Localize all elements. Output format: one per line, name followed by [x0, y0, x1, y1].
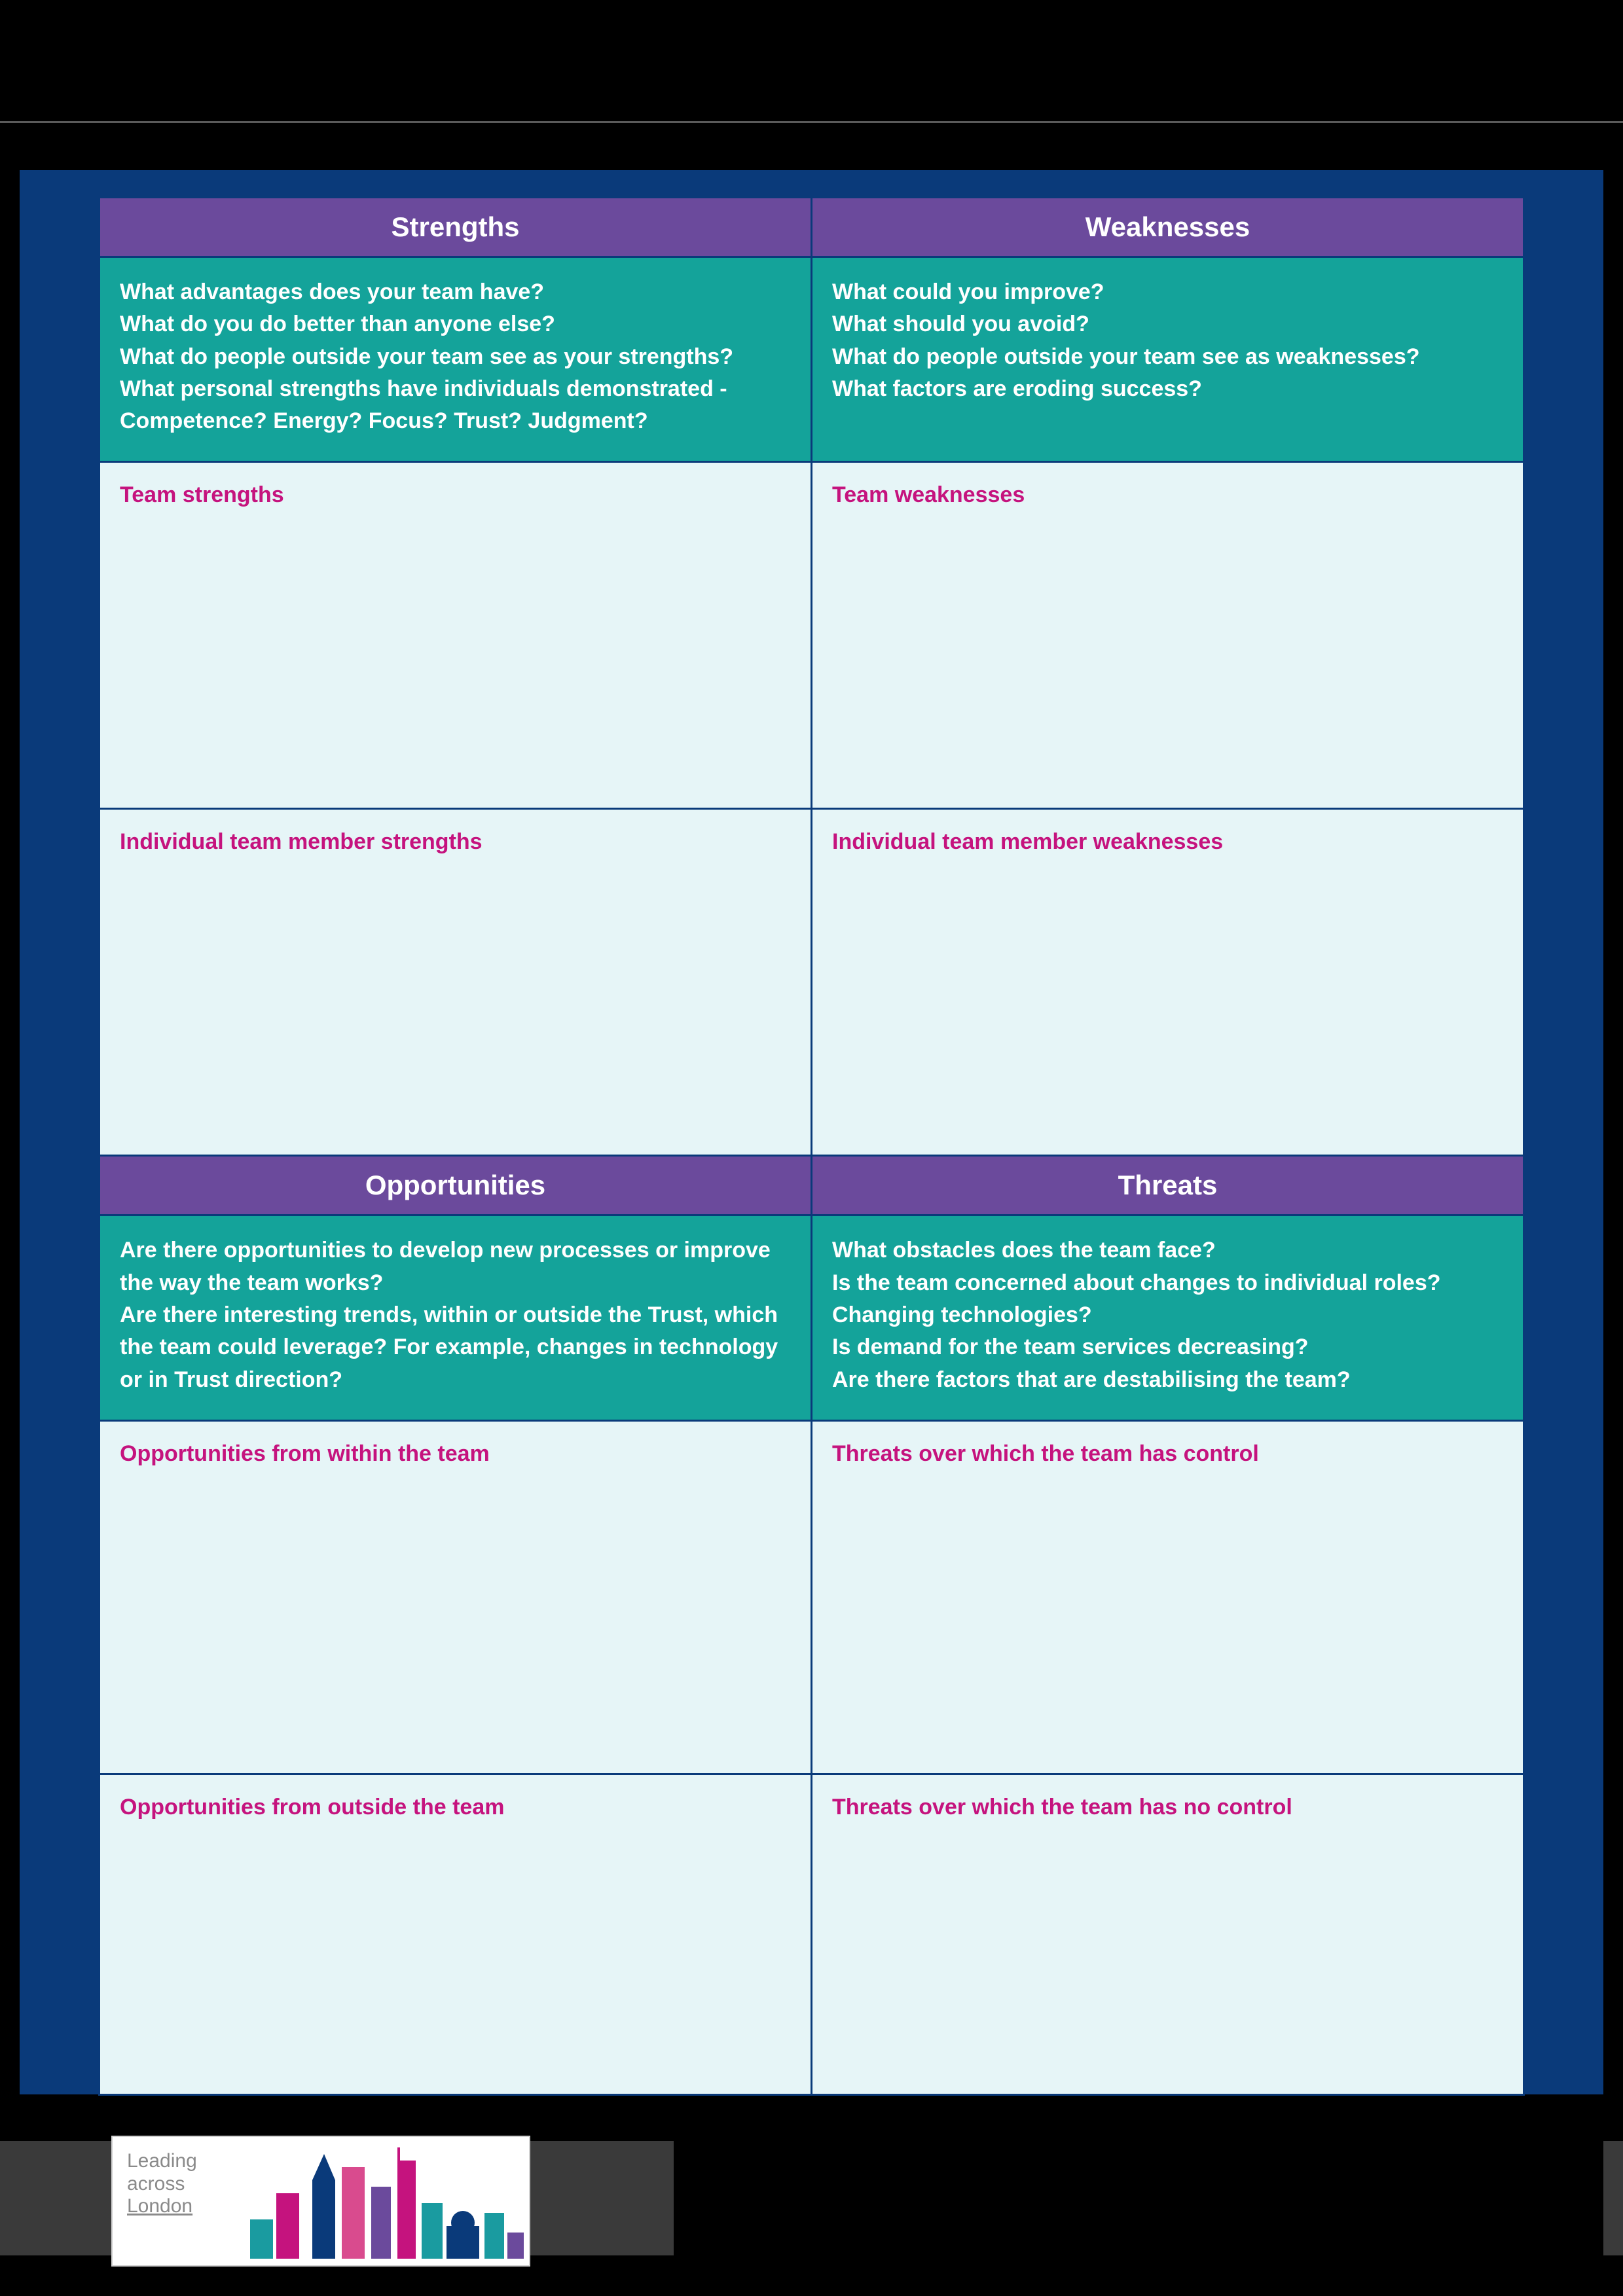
- prompt-line: What advantages does your team have?: [120, 276, 791, 308]
- skyline-icon: [250, 2147, 525, 2259]
- individual-strengths-cell[interactable]: Individual team member strengths: [100, 809, 812, 1156]
- strengths-header: Strengths: [100, 198, 812, 257]
- weaknesses-header: Weaknesses: [812, 198, 1524, 257]
- logo-text: Leading across London: [127, 2150, 197, 2218]
- opportunities-outside-cell[interactable]: Opportunities from outside the team: [100, 1774, 812, 2094]
- prompt-line: Is the team concerned about changes to i…: [832, 1267, 1503, 1299]
- input-label: Team weaknesses: [832, 482, 1503, 508]
- prompt-line: Is demand for the team services decreasi…: [832, 1331, 1503, 1363]
- input-label: Team strengths: [120, 482, 791, 508]
- input-label: Threats over which the team has no contr…: [832, 1795, 1503, 1820]
- page: Strengths Weaknesses What advantages doe…: [0, 0, 1623, 2296]
- team-strengths-cell[interactable]: Team strengths: [100, 462, 812, 809]
- table-row: Individual team member strengths Individ…: [100, 809, 1524, 1156]
- prompt-line: What do people outside your team see as …: [120, 341, 791, 373]
- prompt-line: Are there opportunities to develop new p…: [120, 1234, 791, 1299]
- prompt-line: Are there factors that are destabilising…: [832, 1364, 1503, 1396]
- weaknesses-prompts: What could you improve? What should you …: [812, 257, 1524, 462]
- prompt-line: What could you improve?: [832, 276, 1503, 308]
- prompt-line: What do people outside your team see as …: [832, 341, 1503, 373]
- threats-control-cell[interactable]: Threats over which the team has control: [812, 1420, 1524, 1774]
- table-row: Strengths Weaknesses: [100, 198, 1524, 257]
- strengths-prompts: What advantages does your team have? Wha…: [100, 257, 812, 462]
- logo-line: London: [127, 2195, 197, 2218]
- prompt-line: What obstacles does the team face?: [832, 1234, 1503, 1266]
- threats-no-control-cell[interactable]: Threats over which the team has no contr…: [812, 1774, 1524, 2094]
- logo-line: across: [127, 2173, 197, 2196]
- table-row: What advantages does your team have? Wha…: [100, 257, 1524, 462]
- opportunities-within-cell[interactable]: Opportunities from within the team: [100, 1420, 812, 1774]
- top-divider: [0, 121, 1623, 123]
- prompt-line: What personal strengths have individuals…: [120, 373, 791, 438]
- prompt-line: What do you do better than anyone else?: [120, 308, 791, 340]
- prompt-line: Are there interesting trends, within or …: [120, 1299, 791, 1396]
- table-row: Opportunities Threats: [100, 1156, 1524, 1215]
- opportunities-header: Opportunities: [100, 1156, 812, 1215]
- table-row: Opportunities from within the team Threa…: [100, 1420, 1524, 1774]
- table-row: Are there opportunities to develop new p…: [100, 1215, 1524, 1420]
- input-label: Opportunities from outside the team: [120, 1795, 791, 1820]
- individual-weaknesses-cell[interactable]: Individual team member weaknesses: [812, 809, 1524, 1156]
- logo-card: Leading across London: [111, 2136, 530, 2267]
- opportunities-prompts: Are there opportunities to develop new p…: [100, 1215, 812, 1420]
- input-label: Individual team member weaknesses: [832, 829, 1503, 855]
- swot-panel: Strengths Weaknesses What advantages doe…: [20, 170, 1603, 2094]
- table-row: Opportunities from outside the team Thre…: [100, 1774, 1524, 2094]
- table-row: Team strengths Team weaknesses: [100, 462, 1524, 809]
- threats-header: Threats: [812, 1156, 1524, 1215]
- swot-table: Strengths Weaknesses What advantages doe…: [98, 196, 1525, 2096]
- prompt-line: Changing technologies?: [832, 1299, 1503, 1331]
- input-label: Threats over which the team has control: [832, 1441, 1503, 1467]
- input-label: Opportunities from within the team: [120, 1441, 791, 1467]
- team-weaknesses-cell[interactable]: Team weaknesses: [812, 462, 1524, 809]
- logo-line: Leading: [127, 2150, 197, 2173]
- prompt-line: What should you avoid?: [832, 308, 1503, 340]
- input-label: Individual team member strengths: [120, 829, 791, 855]
- footer-dark-block: [674, 2141, 1603, 2255]
- threats-prompts: What obstacles does the team face? Is th…: [812, 1215, 1524, 1420]
- prompt-line: What factors are eroding success?: [832, 373, 1503, 405]
